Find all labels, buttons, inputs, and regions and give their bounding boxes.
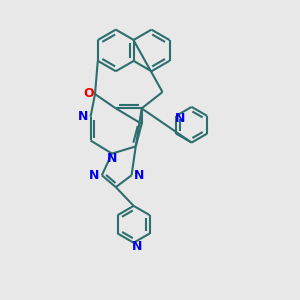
Text: N: N <box>107 152 117 165</box>
Text: N: N <box>78 110 88 123</box>
Text: O: O <box>84 87 94 100</box>
Text: N: N <box>134 169 144 182</box>
Text: N: N <box>89 169 100 182</box>
Text: N: N <box>132 240 142 253</box>
Text: N: N <box>175 112 185 125</box>
